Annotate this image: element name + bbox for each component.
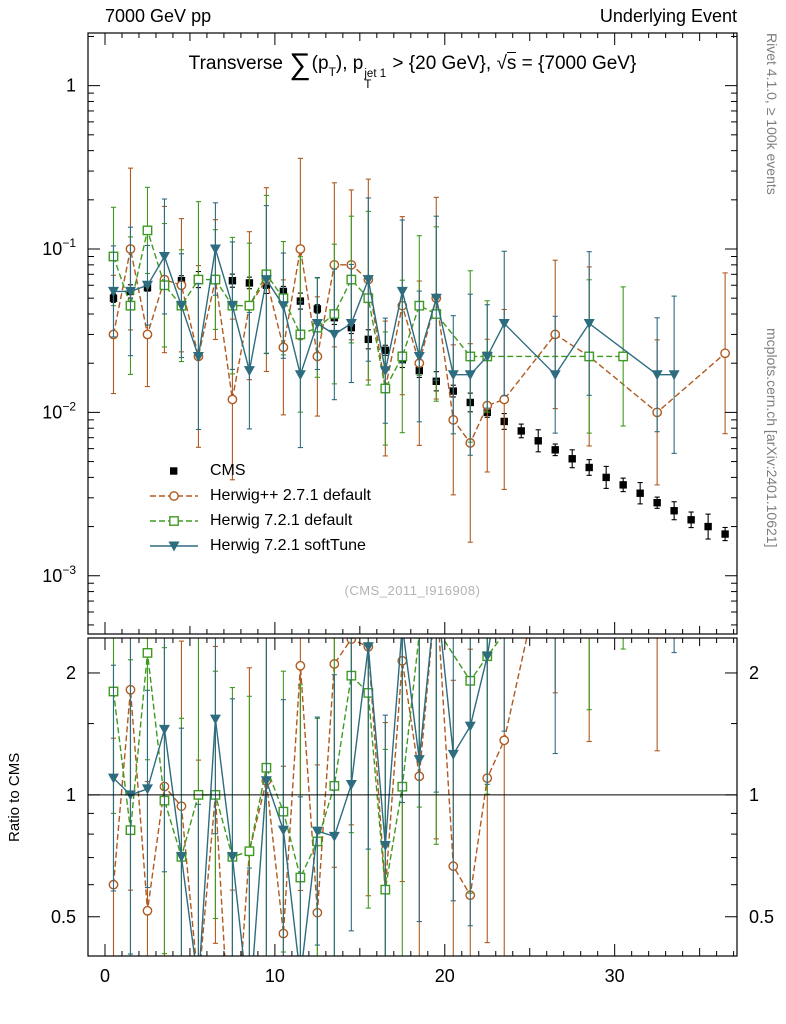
legend-label: Herwig 7.2.1 softTune bbox=[210, 536, 366, 554]
legend: CMS Herwig++ 2.7.1 default Herwig 7.2.1 de… bbox=[148, 458, 371, 558]
legend-label: Herwig++ 2.7.1 default bbox=[210, 486, 371, 504]
y-tick-label: 10−1 bbox=[42, 236, 76, 259]
legend-label: CMS bbox=[210, 461, 246, 479]
ratio-tick-label-left: 2 bbox=[66, 663, 76, 683]
rivet-version-label: Rivet 4.1.0, ≥ 100k events bbox=[764, 33, 780, 195]
herwigpp-marker-icon bbox=[150, 490, 198, 501]
observable-group-label: Underlying Event bbox=[599, 6, 737, 26]
legend-item-softtune: Herwig 7.2.1 softTune bbox=[148, 533, 371, 558]
ratio-tick-label-right: 1 bbox=[749, 785, 759, 805]
beam-energy-label: 7000 GeV pp bbox=[105, 6, 212, 26]
series-softtune-ratio bbox=[107, 638, 677, 956]
ratio-axis-label: Ratio to CMS bbox=[6, 752, 23, 842]
main-panel-frame bbox=[87, 32, 738, 635]
analysis-id-watermark: (CMS_2011_I916908) bbox=[344, 583, 481, 598]
herwig721-marker-icon bbox=[150, 515, 198, 526]
softtune-marker-icon bbox=[150, 541, 198, 551]
ratio-tick-label-right: 2 bbox=[749, 663, 759, 683]
series-softtune-main bbox=[107, 197, 680, 456]
ratio-tick-label-left: 0.5 bbox=[51, 907, 76, 927]
y-tick-label: 10−2 bbox=[42, 399, 76, 422]
y-tick-label: 1 bbox=[66, 76, 76, 96]
x-tick-label: 30 bbox=[605, 966, 625, 986]
x-tick-label: 10 bbox=[265, 966, 285, 986]
legend-item-herwigpp: Herwig++ 2.7.1 default bbox=[148, 483, 371, 508]
x-tick-label: 20 bbox=[435, 966, 455, 986]
x-tick-label: 0 bbox=[100, 966, 110, 986]
mcplots-reference-label: mcplots.cern.ch [arXiv:2401.10621] bbox=[764, 328, 780, 548]
y-tick-label: 10−3 bbox=[42, 563, 76, 586]
legend-label: Herwig 7.2.1 default bbox=[210, 511, 353, 529]
ratio-tick-label-left: 1 bbox=[66, 785, 76, 805]
cms-marker-icon bbox=[170, 466, 178, 475]
legend-item-herwig721: Herwig 7.2.1 default bbox=[148, 508, 371, 533]
ratio-panel-frame bbox=[87, 637, 738, 957]
ratio-tick-label-right: 0.5 bbox=[749, 907, 774, 927]
legend-item-cms: CMS bbox=[148, 458, 371, 483]
